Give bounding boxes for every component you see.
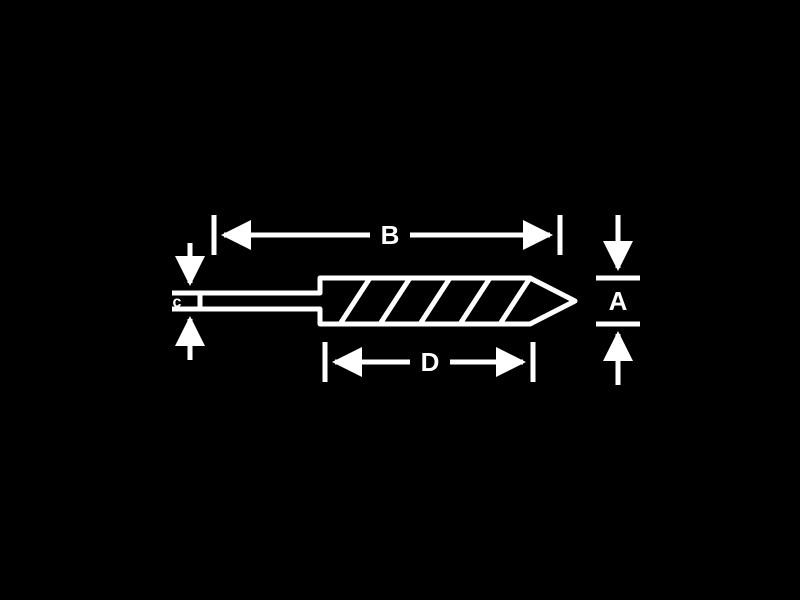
drill-bit-diagram: B D A c [0,0,800,600]
label-A: A [609,286,628,316]
drill-bit-shape [200,278,575,324]
label-C: c [173,294,182,311]
label-B: B [381,220,400,250]
label-D: D [421,347,440,377]
